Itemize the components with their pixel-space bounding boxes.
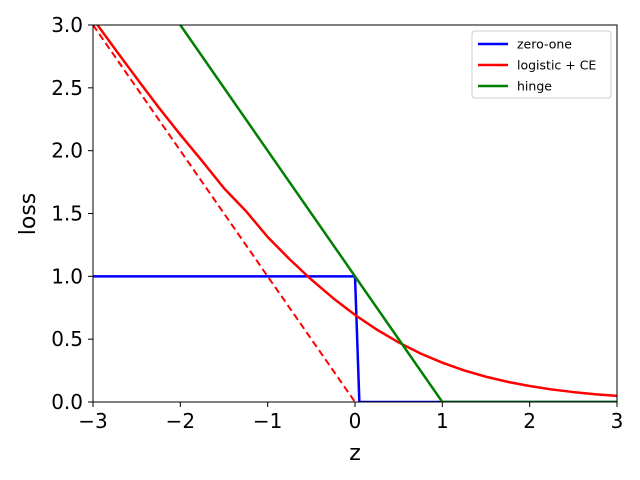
legend-label-logistic-ce: logistic + CE bbox=[517, 58, 596, 73]
x-tick-label: 1 bbox=[436, 409, 449, 433]
series-line-zero-one bbox=[93, 275, 617, 402]
legend-box bbox=[471, 30, 612, 99]
y-tick-label: 0.0 bbox=[51, 390, 83, 414]
x-tick-label: −1 bbox=[253, 409, 282, 433]
legend: zero-one logistic + CE hinge bbox=[471, 30, 612, 99]
y-tick-label: 1.0 bbox=[51, 264, 83, 288]
y-axis-label: loss bbox=[16, 193, 41, 236]
y-tick-label: 2.0 bbox=[51, 139, 83, 163]
series-layer bbox=[93, 25, 617, 402]
legend-label-hinge: hinge bbox=[517, 79, 552, 94]
y-tick-label: 0.5 bbox=[51, 327, 83, 351]
series-line-dashed-2 bbox=[93, 25, 356, 402]
x-axis: −3 −2 −1 0 1 2 3 bbox=[78, 402, 623, 433]
x-tick-label: 2 bbox=[523, 409, 536, 433]
y-tick-label: 1.5 bbox=[51, 202, 83, 226]
x-axis-label: z bbox=[349, 441, 361, 466]
series-line-logistic-ce bbox=[95, 25, 617, 398]
y-tick-label: 2.5 bbox=[51, 76, 83, 100]
legend-label-zero-one: zero-one bbox=[517, 37, 572, 52]
y-tick-label: 3.0 bbox=[51, 13, 83, 37]
x-tick-label: 0 bbox=[349, 409, 362, 433]
series-line-hinge bbox=[179, 25, 617, 402]
x-tick-label: −3 bbox=[78, 409, 107, 433]
y-axis: 0.0 0.5 1.0 1.5 2.0 2.5 3.0 bbox=[51, 13, 93, 414]
x-tick-label: −2 bbox=[166, 409, 195, 433]
x-tick-label: 3 bbox=[611, 409, 624, 433]
